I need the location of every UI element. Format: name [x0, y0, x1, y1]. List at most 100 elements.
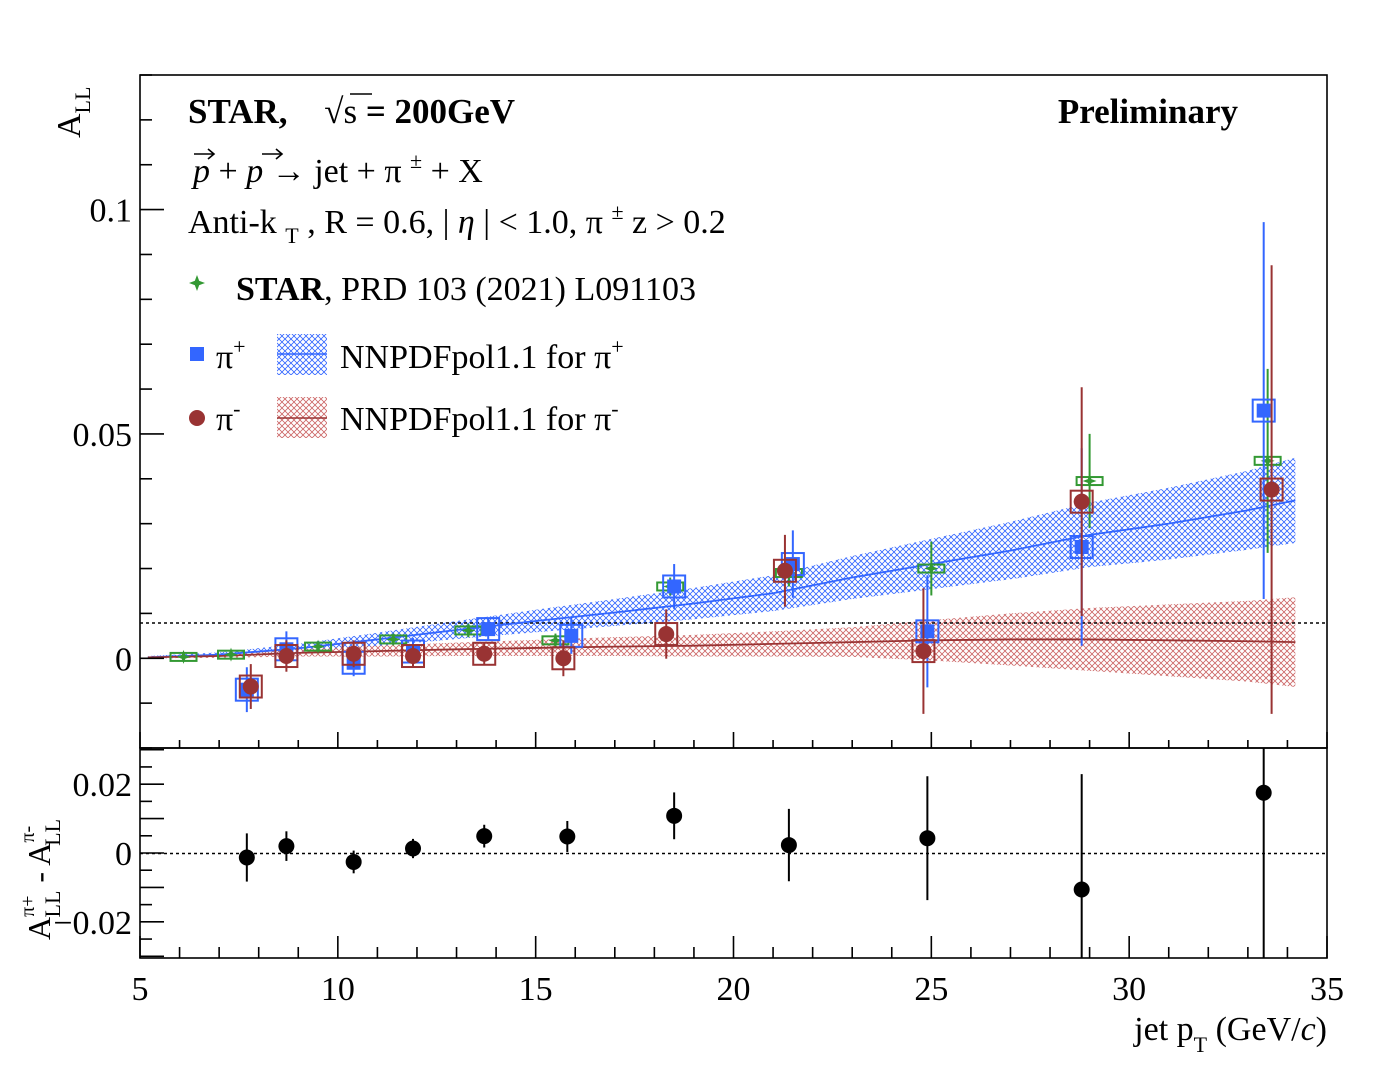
header-line1: STAR, √s = 200GeV — [188, 92, 515, 131]
star-marker — [461, 623, 476, 638]
point-pim-3 — [401, 644, 426, 669]
circle-marker — [238, 849, 255, 866]
point-prd-1 — [217, 647, 246, 662]
diff-point-7 — [780, 808, 797, 882]
y-tick-label: 0.05 — [73, 417, 133, 454]
circle-marker — [658, 626, 675, 643]
point-pip-6 — [662, 564, 687, 609]
x-tick-label: 35 — [1310, 971, 1344, 1008]
circle-marker — [555, 650, 572, 667]
y-tick-label: 0.02 — [73, 767, 133, 804]
star-marker — [1260, 453, 1275, 468]
diff-point-0 — [238, 833, 255, 882]
square-marker — [481, 622, 496, 637]
syst-box — [341, 641, 366, 666]
diff-point-4 — [476, 824, 493, 848]
theory-line-pim — [147, 638, 1296, 659]
diff-point-1 — [278, 831, 295, 861]
theory-line-pip — [147, 499, 1296, 659]
circle-marker — [345, 853, 362, 870]
x-tick-label: 10 — [321, 971, 355, 1008]
point-pim-0 — [238, 664, 263, 709]
diff-point-10 — [1255, 748, 1272, 958]
legend: STAR, PRD 103 (2021) L091103 π+ NNPDFpol… — [189, 271, 696, 438]
diff-point-5 — [559, 820, 576, 852]
point-pim-2 — [341, 640, 366, 668]
point-pim-4 — [472, 641, 497, 666]
data-points — [169, 222, 1284, 714]
diff-point-3 — [405, 838, 422, 859]
difference-points — [238, 748, 1272, 958]
x-tick-label: 15 — [519, 971, 553, 1008]
circle-marker — [1255, 784, 1272, 801]
y-tick-label: −0.02 — [53, 905, 132, 942]
syst-box — [662, 574, 687, 599]
star-marker — [924, 561, 939, 576]
header-line2: p + p → jet + π ± + X — [191, 139, 483, 190]
circle-marker — [405, 840, 422, 857]
syst-box — [1259, 477, 1284, 502]
circle-marker — [1073, 493, 1090, 510]
point-pim-6 — [654, 609, 679, 659]
circle-marker — [776, 562, 793, 579]
diff-point-6 — [666, 792, 683, 840]
diff-point-9 — [1073, 774, 1090, 958]
legend-marker-pim — [189, 410, 205, 426]
point-pim-1 — [274, 640, 299, 672]
circle-marker — [476, 828, 493, 845]
point-prd-0 — [169, 649, 198, 664]
top-axis-ticks: 0 0.05 0.1 — [73, 74, 1328, 749]
theory-lines — [147, 499, 1296, 659]
legend-label-prd: STAR, PRD 103 (2021) L091103 — [236, 271, 696, 308]
point-pim-9 — [1069, 387, 1094, 617]
star-marker — [224, 647, 239, 662]
point-prd-8 — [917, 541, 946, 596]
star-marker — [1082, 474, 1097, 489]
point-pim-8 — [911, 588, 936, 714]
syst-box — [772, 558, 797, 583]
syst-box — [915, 619, 940, 644]
circle-marker — [666, 807, 683, 824]
syst-box — [551, 646, 576, 671]
diff-point-8 — [919, 776, 936, 901]
legend-label-nnpdf-pip: NNPDFpol1.1 for π+ — [340, 334, 624, 376]
circle-marker — [1073, 881, 1090, 898]
top-y-axis-label: ALL — [51, 87, 95, 138]
diff-point-2 — [345, 850, 362, 874]
circle-marker — [278, 838, 295, 855]
theory-band-pim — [147, 597, 1296, 687]
circle-marker — [780, 837, 797, 854]
syst-box — [1251, 398, 1276, 423]
point-pim-7 — [772, 534, 797, 607]
star-marker — [311, 639, 326, 654]
syst-box — [472, 641, 497, 666]
circle-marker — [405, 648, 422, 665]
star-marker — [548, 633, 563, 648]
syst-box — [911, 639, 936, 664]
legend-marker-pip — [190, 347, 204, 361]
x-tick-label: 30 — [1112, 971, 1146, 1008]
point-pip-10 — [1251, 222, 1276, 600]
preliminary-label: Preliminary — [1058, 92, 1239, 131]
square-marker — [564, 628, 579, 643]
legend-marker-prd — [189, 275, 205, 291]
x-tick-label: 20 — [717, 971, 751, 1008]
y-tick-label: 0 — [115, 641, 132, 678]
bottom-panel: 0.02 0 −0.025 10 15 20 25 30 35 Aπ+LL - Aπ-LL je… — [17, 747, 1344, 1057]
syst-box — [274, 644, 299, 669]
point-prd-2 — [304, 639, 333, 654]
bottom-y-axis-label: Aπ+LL - Aπ-LL — [17, 819, 65, 940]
bottom-frame — [139, 747, 1328, 959]
point-pip-4 — [476, 617, 501, 642]
syst-box — [401, 644, 426, 669]
x-axis-label: jet pT (GeV/c) — [1133, 1011, 1327, 1057]
circle-marker — [242, 678, 259, 695]
point-prd-3 — [379, 632, 408, 647]
point-pim-5 — [551, 640, 576, 677]
top-panel: 0 0.05 0.1 STAR, √s = 200GeV Preliminary p… — [51, 74, 1328, 749]
syst-box — [1069, 489, 1094, 514]
x-tick-label: 25 — [914, 971, 948, 1008]
circle-marker — [1263, 481, 1280, 498]
circle-marker — [559, 828, 576, 845]
